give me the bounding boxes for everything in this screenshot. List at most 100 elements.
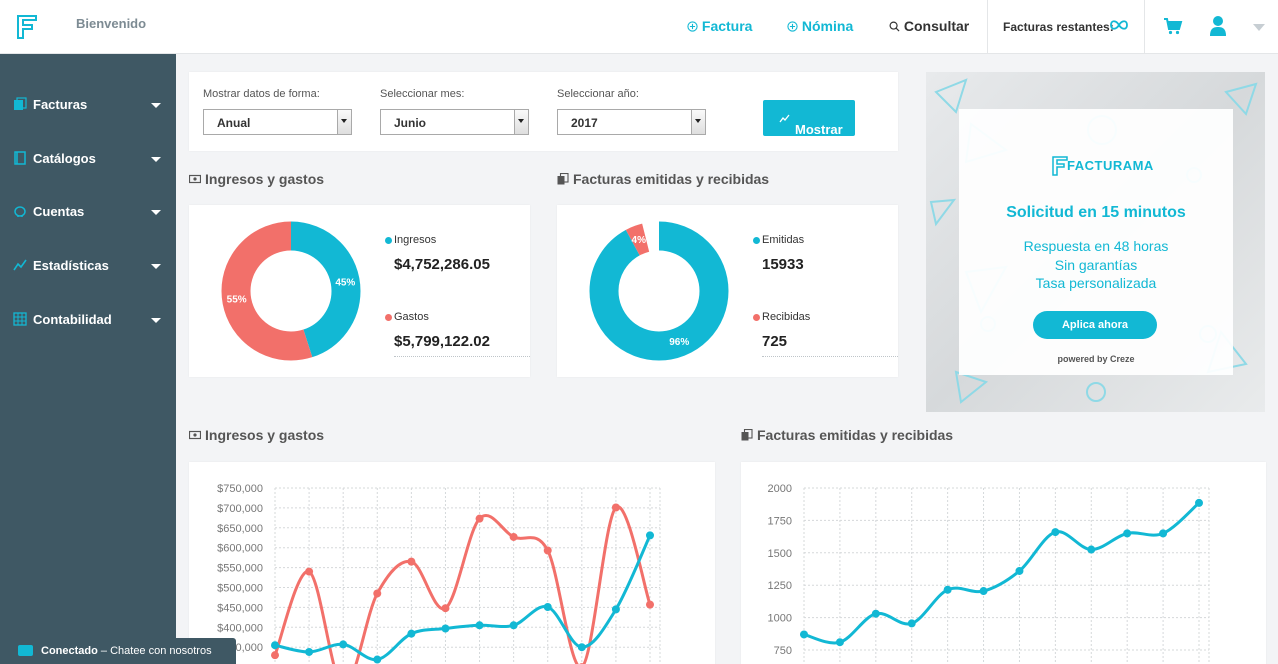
sidebar-item-facturas[interactable]: Facturas: [0, 90, 176, 120]
data-point[interactable]: [373, 589, 382, 598]
data-point[interactable]: [543, 603, 552, 612]
ad-line: Tasa personalizada: [1035, 275, 1157, 291]
invoices-line-chart: 2000 1750 1500 1250 1000 750: [768, 483, 1210, 664]
sidebar-item-label: Cuentas: [33, 204, 85, 219]
ad-brand: FACTURAMA: [1067, 158, 1154, 173]
sidebar-item-label: Contabilidad: [33, 312, 112, 327]
y-tick-label: 1500: [768, 548, 792, 560]
chat-status: Conectado: [41, 645, 98, 657]
data-point[interactable]: [475, 621, 484, 630]
income-chart-label: Ingresos y gastos: [205, 427, 325, 443]
invoices-section-label: Facturas emitidas y recibidas: [573, 171, 770, 187]
search-icon: [889, 21, 900, 32]
chevron-down-icon: [151, 157, 161, 162]
y-tick-label: $500,000: [217, 583, 263, 595]
data-point[interactable]: [339, 640, 348, 649]
chevron-down-icon: [514, 110, 528, 134]
money-icon: [189, 430, 201, 440]
data-point[interactable]: [800, 630, 808, 639]
data-point[interactable]: [509, 532, 518, 541]
ad-content: FACTURAMA Solicitud en 15 minutos Respue…: [959, 109, 1233, 375]
data-point[interactable]: [646, 600, 654, 609]
data-point[interactable]: [373, 655, 382, 664]
data-point[interactable]: [509, 621, 518, 630]
income-section-title: Ingresos y gastos: [189, 171, 324, 187]
chevron-down-icon[interactable]: [1253, 24, 1265, 31]
chevron-down-icon: [151, 264, 161, 269]
data-point[interactable]: [611, 605, 620, 614]
data-point[interactable]: [611, 503, 620, 512]
data-point[interactable]: [1051, 528, 1060, 537]
book-icon: [14, 151, 26, 165]
series-line-0: [803, 501, 1200, 645]
data-point[interactable]: [871, 609, 880, 618]
data-point[interactable]: [1087, 545, 1096, 554]
data-point[interactable]: [943, 585, 952, 594]
sidebar-item-label: Estadísticas: [33, 258, 109, 273]
y-tick-label: 1750: [768, 515, 792, 527]
ad-banner[interactable]: FACTURAMA Solicitud en 15 minutos Respue…: [926, 72, 1265, 412]
income-line-chart-card: $750,000 $700,000 $650,000 $600,000 $550,000…: [189, 462, 715, 664]
emitidas-value: 15933: [762, 256, 804, 273]
series-line-0: [273, 505, 652, 664]
income-donut-card: 45% 55% Ingresos $4,752,286.05 Gastos $5,…: [189, 205, 530, 377]
data-point[interactable]: [1015, 566, 1024, 575]
form-select[interactable]: Anual: [203, 109, 352, 135]
cart-icon[interactable]: [1163, 16, 1183, 36]
nav-factura-link[interactable]: Factura: [687, 18, 752, 34]
data-point[interactable]: [441, 604, 450, 613]
welcome-text: Bienvenido: [76, 16, 147, 31]
data-point[interactable]: [407, 557, 416, 566]
sidebar-item-estadisticas[interactable]: Estadísticas: [0, 251, 176, 281]
logo-icon[interactable]: [16, 14, 38, 40]
data-point[interactable]: [1159, 529, 1168, 538]
chat-widget[interactable]: Conectado – Chatee con nosotros: [9, 638, 236, 664]
data-point[interactable]: [646, 531, 654, 540]
data-point[interactable]: [543, 546, 552, 555]
data-point[interactable]: [271, 641, 279, 650]
data-point[interactable]: [475, 514, 484, 523]
donut-slice-emitidas: [589, 221, 729, 361]
sidebar-item-cuentas[interactable]: Cuentas: [0, 197, 176, 227]
apply-now-button[interactable]: Aplica ahora: [1033, 311, 1157, 339]
y-tick-label: 1250: [768, 580, 792, 592]
month-label: Seleccionar mes:: [380, 88, 465, 100]
y-tick-label: $400,000: [217, 622, 263, 634]
nav-nomina-label: Nómina: [801, 18, 854, 34]
user-icon[interactable]: [1209, 15, 1227, 37]
chat-bubble-icon: [18, 645, 33, 656]
data-point[interactable]: [407, 629, 416, 638]
sidebar-item-label: Facturas: [33, 97, 88, 112]
y-tick-label: $450,000: [217, 602, 263, 614]
ad-line: Respuesta en 48 horas: [1023, 238, 1169, 254]
chevron-down-icon: [151, 210, 161, 215]
year-select[interactable]: 2017: [557, 109, 706, 135]
sidebar-item-catalogos[interactable]: Catálogos: [0, 144, 176, 174]
month-select[interactable]: Junio: [380, 109, 529, 135]
data-point[interactable]: [1123, 529, 1132, 538]
income-line-chart: $750,000 $700,000 $650,000 $600,000 $550,000…: [217, 483, 661, 664]
donut-label-gastos: 55%: [227, 295, 247, 306]
sidebar-item-contabilidad[interactable]: Contabilidad: [0, 305, 176, 335]
data-point[interactable]: [441, 624, 450, 633]
data-point[interactable]: [835, 638, 844, 647]
data-point[interactable]: [271, 651, 279, 660]
top-bar: Bienvenido Factura Nómina Consultar Fact…: [0, 0, 1278, 54]
data-point[interactable]: [305, 647, 314, 656]
sidebar-item-label: Catálogos: [33, 151, 96, 166]
y-tick-label: $550,000: [217, 563, 263, 575]
data-point[interactable]: [1195, 498, 1203, 507]
chat-label: Chatee con nosotros: [110, 645, 212, 657]
series-line-1: [274, 534, 652, 662]
ad-headline: Solicitud en 15 minutos: [1006, 204, 1186, 221]
nav-nomina-link[interactable]: Nómina: [787, 18, 853, 34]
data-point[interactable]: [907, 619, 916, 628]
show-button[interactable]: Mostrar: [763, 100, 855, 137]
nav-consultar-link[interactable]: Consultar: [889, 18, 969, 34]
legend-dot-emitidas: [753, 237, 760, 244]
income-chart-title: Ingresos y gastos: [189, 427, 324, 443]
data-point[interactable]: [979, 587, 988, 596]
data-point[interactable]: [305, 567, 314, 576]
income-section-label: Ingresos y gastos: [205, 171, 325, 187]
data-point[interactable]: [577, 643, 586, 652]
